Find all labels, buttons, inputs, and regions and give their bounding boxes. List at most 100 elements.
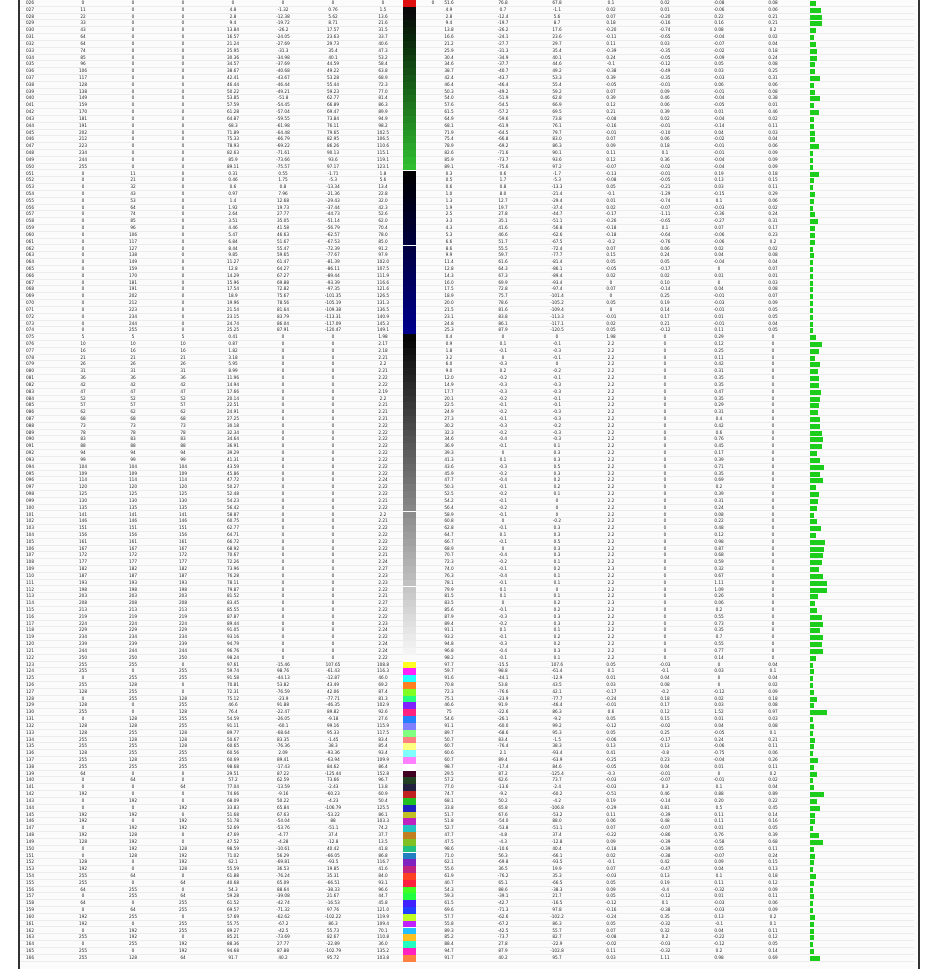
cell-value: 55.47: [277, 245, 289, 251]
cell-value-measured: -0.12: [659, 327, 671, 333]
cell-value-measured: 0: [771, 402, 775, 408]
cell-value-measured: 94.8: [444, 641, 454, 647]
cell-value-measured: 2.2: [607, 586, 615, 592]
table-row: 088 73 73 73 30.18 0 0 2.22 30.2 -0.3 -0.2 2.2 0 0.42…: [20, 422, 914, 430]
cell-value: 95.72: [327, 954, 339, 960]
cell-value: 0: [131, 163, 135, 169]
cell-value-measured: -0.2: [552, 368, 562, 374]
cell-value: 0: [281, 368, 285, 374]
cell-value: 64: [80, 770, 86, 776]
cell-value: 17.54: [227, 286, 239, 292]
cell-value: 0: [81, 211, 85, 217]
cell-value-measured: 36.5: [498, 866, 508, 872]
cell-value-measured: -0.01: [605, 129, 617, 135]
color-swatch: [403, 293, 416, 301]
cell-value: 53: [130, 197, 136, 203]
cell-value: 192: [179, 804, 187, 810]
cell-value: 83.79: [277, 313, 289, 319]
table-row: 072 0 234 0 23.15 83.79 -113.31 140.9 23.1 83.8 -1…: [20, 313, 914, 321]
table-row: 137 255 128 255 60.69 89.41 -63.94 109.9 60.7 89.…: [20, 757, 914, 764]
cell-value: 98.76: [277, 668, 289, 674]
cell-value: 192: [129, 927, 137, 933]
cell-value: 62.0: [378, 218, 388, 224]
cell-value: 53.2: [378, 54, 388, 60]
cell-value: 0: [281, 463, 285, 469]
cell-value-measured: 0.09: [768, 163, 778, 169]
cell-value: -67.53: [326, 238, 340, 244]
cell-value-measured: 71.9: [444, 129, 454, 135]
cell-value: 0: [331, 497, 335, 503]
cell-value: 5: [81, 334, 85, 340]
cell-value: 0: [331, 354, 335, 360]
cell-value: 57: [80, 402, 86, 408]
table-row: 086 62 62 62 24.91 0 0 2.21 24.9 -0.2 -0.3 2.2 0 0.31…: [20, 409, 914, 416]
cell-value: 89.27: [227, 927, 239, 933]
cell-value: 255: [79, 163, 87, 169]
cell-value-measured: 17.5: [444, 286, 454, 292]
row-id: 041: [26, 102, 34, 108]
cell-value: 198: [129, 586, 137, 592]
cell-value: 121.0: [377, 907, 389, 913]
cell-value: 203: [179, 593, 187, 599]
cell-value: 192: [129, 845, 137, 851]
cell-value: -37.44: [326, 204, 340, 210]
row-id: 088: [26, 422, 34, 428]
cell-value: 27.25: [227, 416, 239, 422]
cell-value-measured: 13.8: [444, 27, 454, 33]
cell-value: -1.45: [327, 736, 339, 742]
cell-value: 0: [281, 450, 285, 456]
cell-value-measured: -0.01: [659, 122, 671, 128]
cell-value-measured: 0: [663, 545, 667, 551]
cell-value: 65.09: [277, 879, 289, 885]
cell-value-measured: 0: [771, 579, 775, 585]
cell-value-measured: 0.11: [606, 40, 616, 46]
color-swatch: [403, 95, 416, 103]
cell-value: 0: [281, 347, 285, 353]
cell-value: 88: [130, 443, 136, 449]
cell-value: 255: [179, 702, 187, 708]
cell-value-measured: -53.2: [551, 811, 563, 817]
cell-value: 0: [131, 709, 135, 715]
cell-value-measured: -93.4: [551, 279, 563, 285]
cell-value-measured: 2.2: [607, 641, 615, 647]
cell-value-measured: 0.02: [606, 320, 616, 326]
cell-value-measured: 73.8: [552, 115, 562, 121]
cell-value: 128: [129, 722, 137, 728]
cell-value: 128: [79, 722, 87, 728]
error-bar: [810, 48, 818, 54]
table-row: 166 255 128 64 91.7 40.2 95.72 103.8 91.7 40.2 95.…: [20, 954, 914, 962]
cell-value: 68.09: [227, 797, 239, 803]
cell-value-measured: 0.3: [553, 545, 561, 551]
color-swatch: [403, 231, 416, 239]
cell-value-measured: 0: [771, 545, 775, 551]
row-id: 152: [26, 859, 34, 865]
cell-value: -10.61: [276, 845, 290, 851]
cell-value: 5.6: [379, 177, 387, 183]
cell-value: 149.1: [377, 327, 389, 333]
cell-value: -61.43: [326, 668, 340, 674]
cell-value: 0: [331, 552, 335, 558]
cell-value: 0: [181, 190, 185, 196]
cell-value: 192: [129, 838, 137, 844]
cell-value-measured: 0.15: [768, 177, 778, 183]
cell-value-measured: 0.47: [714, 388, 724, 394]
row-id: 044: [26, 122, 34, 128]
cell-value-measured: 0.2: [499, 368, 507, 374]
cell-value: 86.8: [378, 852, 388, 858]
cell-value: 0: [281, 579, 285, 585]
cell-value-measured: 0.39: [768, 832, 778, 838]
cell-value-measured: 40.1: [552, 54, 562, 60]
error-bar: [810, 1, 816, 6]
error-bar: [810, 526, 821, 532]
cell-value: 123.1: [377, 163, 389, 169]
error-bar: [810, 751, 813, 757]
cell-value: 255: [79, 709, 87, 715]
cell-value: 120: [79, 484, 87, 490]
cell-value-measured: 0.13: [768, 866, 778, 872]
row-id: 085: [26, 402, 34, 408]
cell-value: 58.87: [227, 511, 239, 517]
color-swatch: [403, 504, 416, 512]
cell-value: 152.8: [377, 770, 389, 776]
cell-value-measured: -0.06: [605, 736, 617, 742]
cell-value-measured: 0: [663, 566, 667, 572]
